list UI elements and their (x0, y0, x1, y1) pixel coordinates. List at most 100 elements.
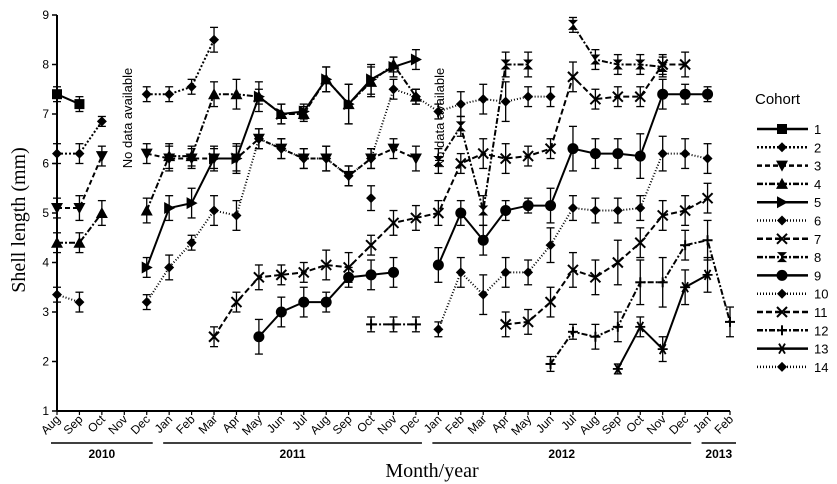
data-point (612, 90, 624, 103)
series-cohort-1 (52, 86, 85, 113)
x-tick-label: Feb (712, 412, 737, 437)
x-tick-label: Feb (442, 412, 467, 437)
series-line (57, 39, 215, 155)
data-point (409, 153, 422, 165)
series-cohort-6 (52, 78, 556, 313)
data-point (500, 267, 511, 278)
data-point (410, 53, 422, 66)
data-point (777, 142, 787, 153)
data-point (51, 203, 63, 215)
y-tick-label: 5 (42, 206, 49, 220)
data-point (567, 143, 579, 155)
legend-item: 5 (757, 195, 821, 210)
x-tick-label: Apr (219, 412, 242, 435)
x-tick-label: Dec (128, 412, 153, 437)
data-point (208, 88, 221, 100)
x-tick-label: Oct (354, 412, 378, 436)
data-point (366, 319, 377, 330)
data-point (73, 236, 86, 248)
data-point (776, 306, 788, 318)
data-point (455, 157, 467, 170)
data-point (52, 148, 62, 159)
data-point (164, 202, 176, 215)
data-point (320, 259, 332, 271)
data-point (777, 361, 787, 372)
data-point (777, 252, 787, 263)
data-point (343, 170, 354, 181)
data-point (141, 261, 153, 274)
data-point (455, 267, 466, 278)
legend-item: 7 (757, 232, 821, 247)
data-point (680, 240, 691, 251)
series-line (505, 197, 709, 326)
series-cohort-12 (366, 219, 735, 373)
data-point (455, 207, 467, 219)
data-point (590, 54, 601, 65)
legend-label: 13 (814, 342, 828, 357)
data-point (567, 19, 578, 30)
data-point (276, 108, 288, 120)
legend-label: 4 (814, 177, 821, 192)
data-point (523, 91, 534, 102)
legend-label: 14 (814, 360, 828, 375)
legend-item: 14 (757, 360, 828, 375)
data-point (635, 321, 646, 333)
data-point (635, 203, 646, 214)
data-point (657, 61, 668, 72)
data-point (276, 143, 287, 154)
data-point (679, 204, 691, 217)
data-point (455, 121, 466, 132)
legend-label: 9 (814, 268, 821, 283)
data-point (657, 148, 668, 159)
data-point (612, 256, 624, 269)
data-point (567, 326, 578, 337)
y-tick-label: 4 (42, 256, 49, 270)
legend-label: 11 (814, 305, 828, 320)
data-point (589, 148, 601, 160)
data-point (657, 88, 669, 100)
y-tick-label: 9 (42, 8, 49, 22)
data-point (776, 269, 788, 281)
legend-item: 6 (757, 214, 821, 229)
data-point (522, 200, 534, 212)
data-point (589, 271, 602, 284)
data-point (702, 235, 713, 246)
data-point (51, 236, 63, 248)
legend-label: 6 (814, 214, 821, 229)
data-point (777, 288, 787, 299)
legend-item: 3 (757, 159, 821, 174)
data-point (432, 259, 444, 271)
data-point (567, 264, 579, 276)
data-point (433, 324, 444, 335)
x-tick-label: Oct (85, 412, 109, 436)
data-point (679, 88, 691, 100)
data-point (73, 203, 86, 215)
y-axis-title: Shell length (mm) (8, 147, 30, 293)
data-point (657, 343, 668, 355)
data-point (702, 153, 713, 164)
data-point (74, 148, 85, 159)
data-point (567, 71, 579, 83)
data-point (253, 331, 265, 343)
data-point (298, 153, 309, 164)
series-cohort-10 (366, 135, 713, 338)
series-cohort-8 (433, 16, 668, 227)
x-tick-label: Mar (196, 412, 221, 437)
legend-item: 13 (757, 342, 828, 357)
data-point (680, 148, 691, 159)
data-point (545, 91, 556, 102)
data-point (410, 212, 422, 224)
data-point (74, 297, 85, 308)
x-tick-label: Aug (307, 412, 332, 437)
x-tick-label: Sep (599, 412, 624, 437)
data-point (253, 133, 264, 144)
legend-item: 4 (757, 177, 821, 192)
data-point (410, 91, 421, 102)
series-cohort-2 (52, 26, 220, 165)
data-point (590, 331, 601, 342)
legend-item: 12 (757, 323, 828, 338)
legend-item: 9 (757, 268, 821, 283)
x-tick-label: Nov (375, 412, 400, 437)
